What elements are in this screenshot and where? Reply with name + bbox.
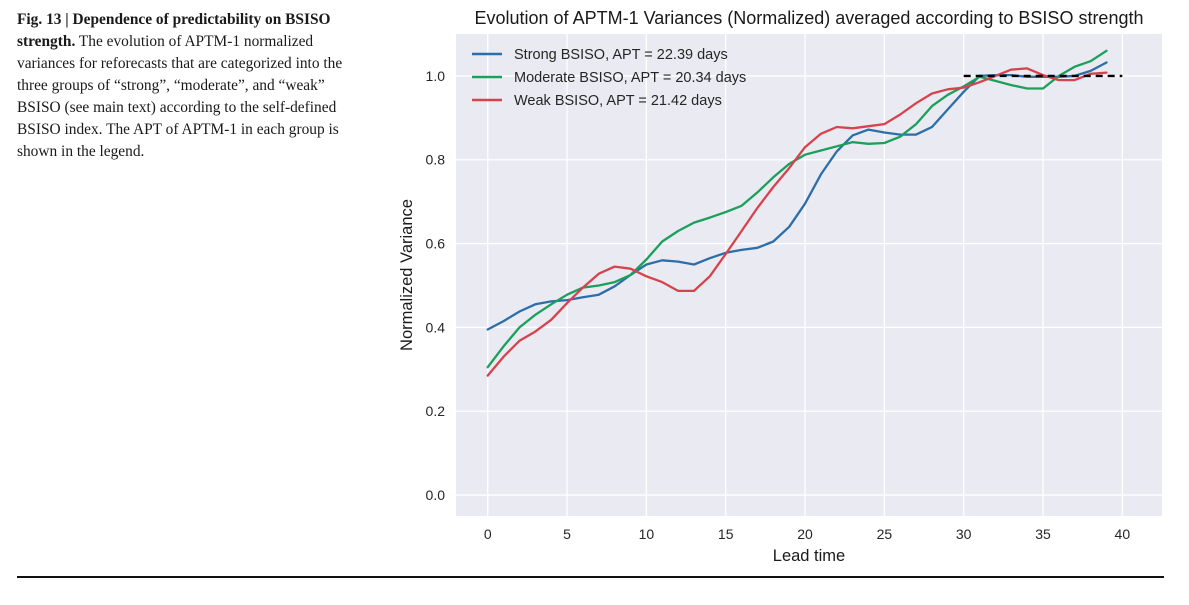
y-tick-label: 0.4	[426, 319, 446, 335]
x-tick-label: 5	[563, 526, 571, 542]
y-tick-label: 1.0	[426, 68, 446, 84]
x-tick-label: 30	[956, 526, 972, 542]
y-tick-label: 0.2	[426, 403, 446, 419]
bottom-rule	[17, 576, 1164, 578]
y-tick-label: 0.6	[426, 236, 446, 252]
legend-entry-strong: Strong BSISO, APT = 22.39 days	[514, 47, 728, 63]
y-tick-label: 0.0	[426, 487, 446, 503]
legend-entry-weak: Weak BSISO, APT = 21.42 days	[514, 93, 722, 109]
x-tick-label: 35	[1035, 526, 1051, 542]
legend: Strong BSISO, APT = 22.39 days Moderate B…	[472, 47, 746, 109]
legend-entry-moderate: Moderate BSISO, APT = 20.34 days	[514, 70, 746, 86]
figure-caption: Fig. 13 | Dependence of predictability o…	[17, 9, 372, 163]
tick-labels: 0 5 10 15 20 25 30 35 40 0.0 0.2 0.4 0.6 0.8 1.0	[426, 68, 1131, 542]
x-tick-label: 10	[639, 526, 655, 542]
y-axis-label: Normalized Variance	[398, 199, 416, 351]
chart-title: Evolution of APTM-1 Variances (Normalize…	[475, 8, 1144, 28]
y-tick-label: 0.8	[426, 152, 446, 168]
x-axis-label: Lead time	[773, 547, 845, 565]
x-tick-label: 0	[484, 526, 492, 542]
x-tick-label: 20	[797, 526, 813, 542]
series-line-weak	[486, 67, 1108, 377]
series-lines	[486, 49, 1123, 377]
grid	[456, 34, 1162, 516]
plot-area	[456, 34, 1162, 516]
figure-label: Fig. 13 | Dependence of predictability o…	[17, 11, 331, 50]
x-tick-label: 40	[1115, 526, 1131, 542]
x-tick-label: 15	[718, 526, 734, 542]
caption-text: The evolution of APTM-1 normalized varia…	[17, 33, 343, 160]
x-tick-label: 25	[877, 526, 893, 542]
